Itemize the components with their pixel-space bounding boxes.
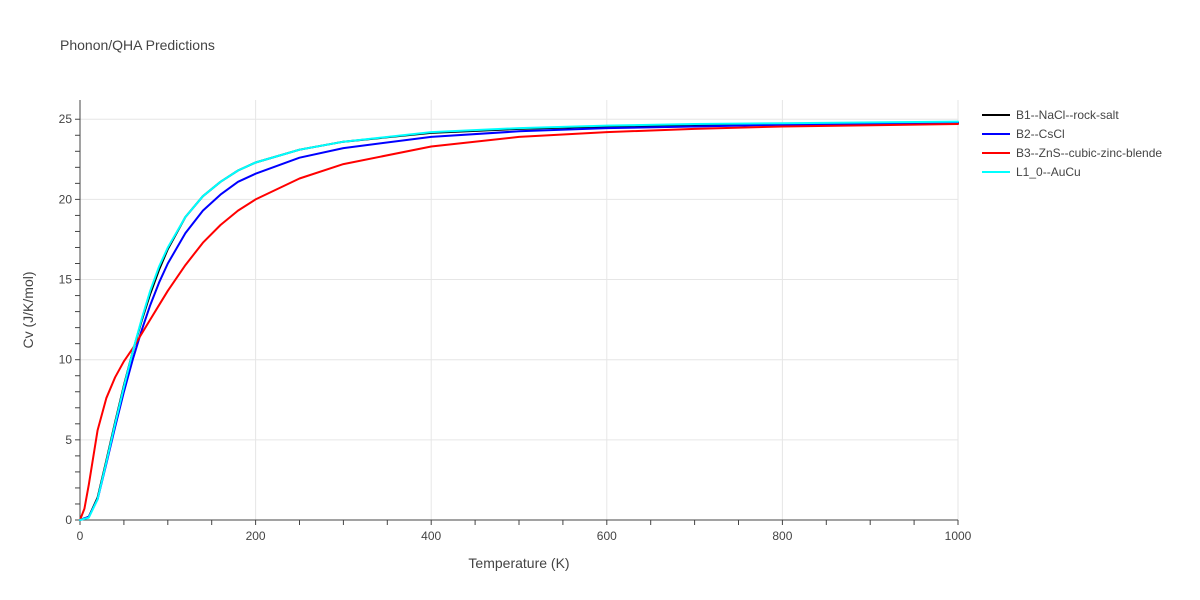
legend-item[interactable]: B2--CsCl bbox=[982, 127, 1065, 141]
y-tick-label: 20 bbox=[59, 192, 73, 206]
data-series bbox=[79, 120, 959, 521]
chart-title: Phonon/QHA Predictions bbox=[60, 37, 215, 53]
legend-label: B3--ZnS--cubic-zinc-blende bbox=[1016, 146, 1162, 160]
x-tick-label: 400 bbox=[421, 529, 441, 543]
y-tick-label: 15 bbox=[59, 273, 73, 287]
legend[interactable]: B1--NaCl--rock-salt B2--CsCl B3--ZnS--cubi… bbox=[982, 108, 1162, 179]
y-tick-label: 10 bbox=[59, 353, 73, 367]
x-axis-title: Temperature (K) bbox=[468, 555, 569, 571]
legend-item[interactable]: B3--ZnS--cubic-zinc-blende bbox=[982, 146, 1162, 160]
y-tick-label: 25 bbox=[59, 112, 73, 126]
legend-item[interactable]: L1_0--AuCu bbox=[982, 165, 1081, 179]
series-line-3 bbox=[79, 120, 959, 521]
x-tick-label: 800 bbox=[772, 529, 792, 543]
series-line-1 bbox=[79, 122, 959, 521]
series-line-2 bbox=[79, 123, 959, 521]
axes: 0 200 400 600 800 1000 0 5 10 15 20 25 bbox=[59, 100, 972, 543]
x-tick-label: 600 bbox=[597, 529, 617, 543]
x-tick-label: 0 bbox=[77, 529, 84, 543]
y-tick-label: 5 bbox=[65, 433, 72, 447]
legend-label: B1--NaCl--rock-salt bbox=[1016, 108, 1119, 122]
y-tick-label: 0 bbox=[65, 513, 72, 527]
legend-item[interactable]: B1--NaCl--rock-salt bbox=[982, 108, 1119, 122]
x-tick-label: 1000 bbox=[945, 529, 972, 543]
legend-label: B2--CsCl bbox=[1016, 127, 1065, 141]
x-tick-label: 200 bbox=[246, 529, 266, 543]
legend-label: L1_0--AuCu bbox=[1016, 165, 1081, 179]
y-axis-title: Cv (J/K/mol) bbox=[20, 272, 36, 349]
grid-lines bbox=[80, 100, 959, 520]
series-line-0 bbox=[79, 121, 959, 521]
